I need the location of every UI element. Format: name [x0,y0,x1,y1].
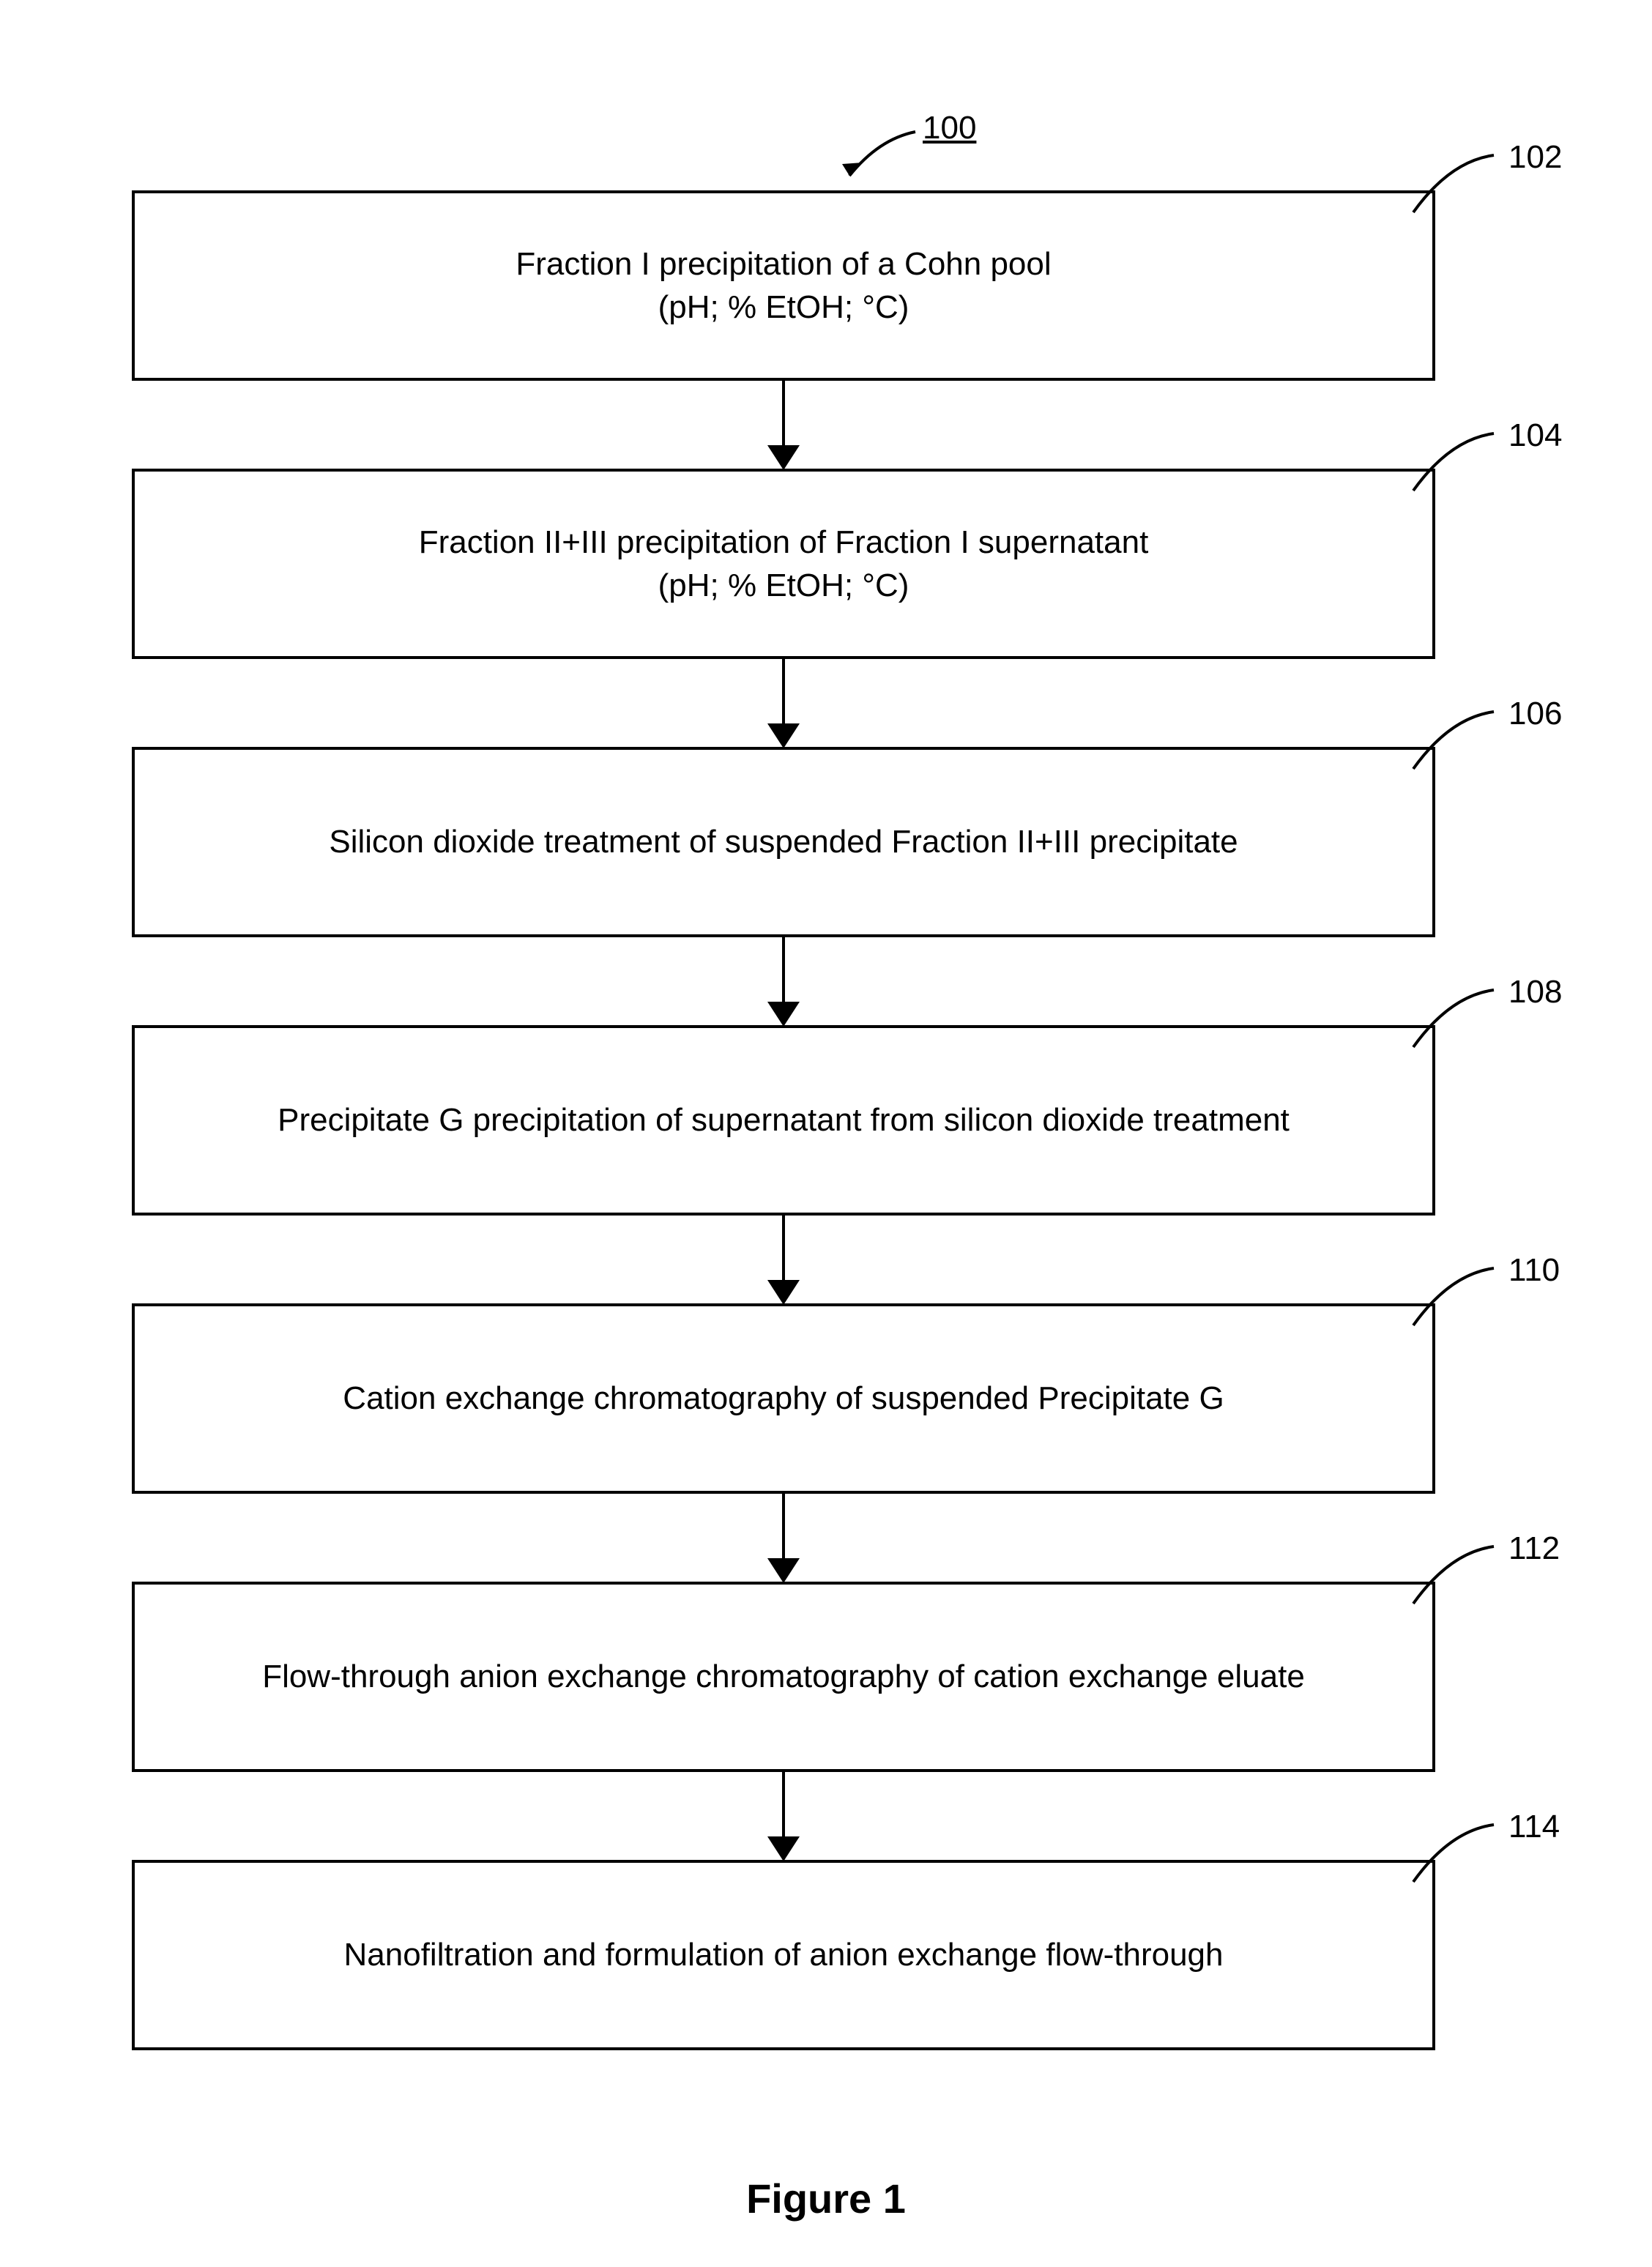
step-line1: Precipitate G precipitation of supernata… [278,1102,1290,1138]
step-box-108: Precipitate G precipitation of supernata… [132,1025,1435,1216]
flowchart: Fraction I precipitation of a Cohn pool … [132,190,1520,2050]
step-box-104: Fraction II+III precipitation of Fractio… [132,469,1435,659]
step-line1: Silicon dioxide treatment of suspended F… [329,824,1238,860]
ref-label-104: 104 [1508,417,1562,454]
figure-caption: Figure 1 [0,2175,1652,2222]
step-line1: Fraction I precipitation of a Cohn pool [516,246,1051,282]
step-text: Fraction II+III precipitation of Fractio… [404,512,1164,617]
ref-label-114: 114 [1508,1809,1560,1845]
arrow [132,1494,1435,1582]
step-line2: (pH; % EtOH; °C) [658,567,909,603]
step-text: Nanofiltration and formulation of anion … [330,1924,1238,1985]
arrow [132,659,1435,747]
step-box-114: Nanofiltration and formulation of anion … [132,1860,1435,2050]
step-box-102: Fraction I precipitation of a Cohn pool … [132,190,1435,381]
step-line1: Nanofiltration and formulation of anion … [344,1937,1224,1973]
step-box-112: Flow-through anion exchange chromatograp… [132,1582,1435,1772]
step-line1: Cation exchange chromatography of suspen… [343,1380,1224,1416]
arrow [132,381,1435,469]
step-text: Fraction I precipitation of a Cohn pool … [501,234,1065,338]
step-text: Cation exchange chromatography of suspen… [328,1368,1238,1429]
ref-label-102: 102 [1508,139,1562,176]
ref-label-110: 110 [1508,1252,1560,1289]
page: 100 Fraction I precipitation of a Cohn p… [0,0,1652,2267]
step-line1: Fraction II+III precipitation of Fractio… [419,524,1149,560]
arrow [132,1216,1435,1303]
step-text: Precipitate G precipitation of supernata… [263,1090,1304,1150]
ref-label-106: 106 [1508,696,1562,732]
arrow [132,1772,1435,1860]
ref-label-108: 108 [1508,974,1562,1010]
step-text: Flow-through anion exchange chromatograp… [248,1646,1320,1707]
figure-ref-100: 100 [923,110,976,146]
step-line1: Flow-through anion exchange chromatograp… [262,1659,1305,1694]
step-box-106: Silicon dioxide treatment of suspended F… [132,747,1435,937]
arrow [132,937,1435,1025]
ref-label-112: 112 [1508,1530,1560,1567]
ref-arrow-100 [835,124,923,190]
step-box-110: Cation exchange chromatography of suspen… [132,1303,1435,1494]
step-text: Silicon dioxide treatment of suspended F… [314,811,1252,872]
step-line2: (pH; % EtOH; °C) [658,289,909,325]
